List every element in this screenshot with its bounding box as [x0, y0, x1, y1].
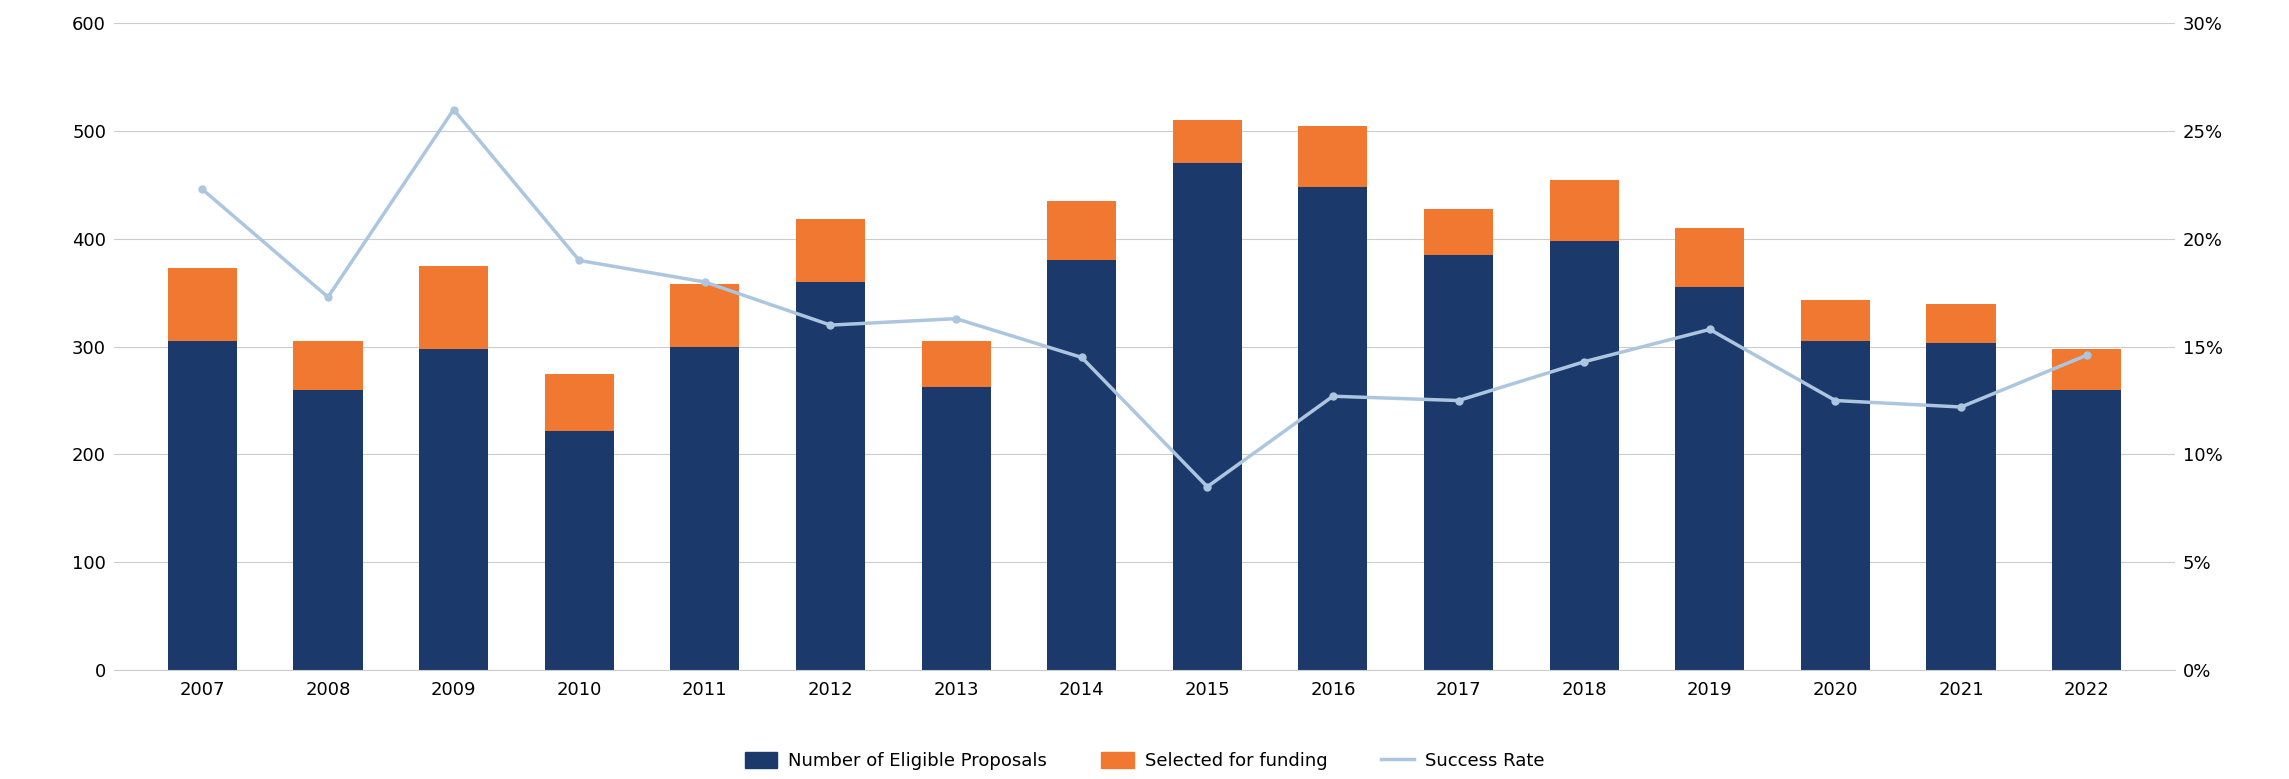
- Bar: [545, 374, 613, 431]
- Bar: [1424, 255, 1492, 670]
- Bar: [1676, 287, 1744, 670]
- Bar: [293, 390, 362, 670]
- Bar: [1927, 304, 1996, 344]
- Bar: [671, 284, 739, 347]
- Bar: [1046, 260, 1117, 670]
- Bar: [1298, 125, 1367, 187]
- Bar: [1550, 241, 1618, 670]
- Bar: [2051, 390, 2122, 670]
- Bar: [419, 266, 488, 349]
- Bar: [922, 386, 991, 670]
- Bar: [1046, 201, 1117, 260]
- Bar: [1298, 187, 1367, 670]
- Bar: [167, 268, 238, 341]
- Bar: [1172, 121, 1243, 164]
- Bar: [1172, 164, 1243, 670]
- Bar: [293, 341, 362, 390]
- Legend: Number of Eligible Proposals, Selected for funding, Success Rate: Number of Eligible Proposals, Selected f…: [744, 752, 1545, 770]
- Bar: [922, 341, 991, 386]
- Bar: [1927, 344, 1996, 670]
- Bar: [1801, 301, 1870, 341]
- Bar: [671, 347, 739, 670]
- Bar: [545, 431, 613, 670]
- Bar: [167, 341, 238, 670]
- Bar: [1424, 209, 1492, 255]
- Bar: [2051, 349, 2122, 390]
- Bar: [797, 220, 865, 282]
- Bar: [1550, 180, 1618, 241]
- Bar: [1676, 228, 1744, 287]
- Bar: [797, 282, 865, 670]
- Bar: [419, 349, 488, 670]
- Bar: [1801, 341, 1870, 670]
